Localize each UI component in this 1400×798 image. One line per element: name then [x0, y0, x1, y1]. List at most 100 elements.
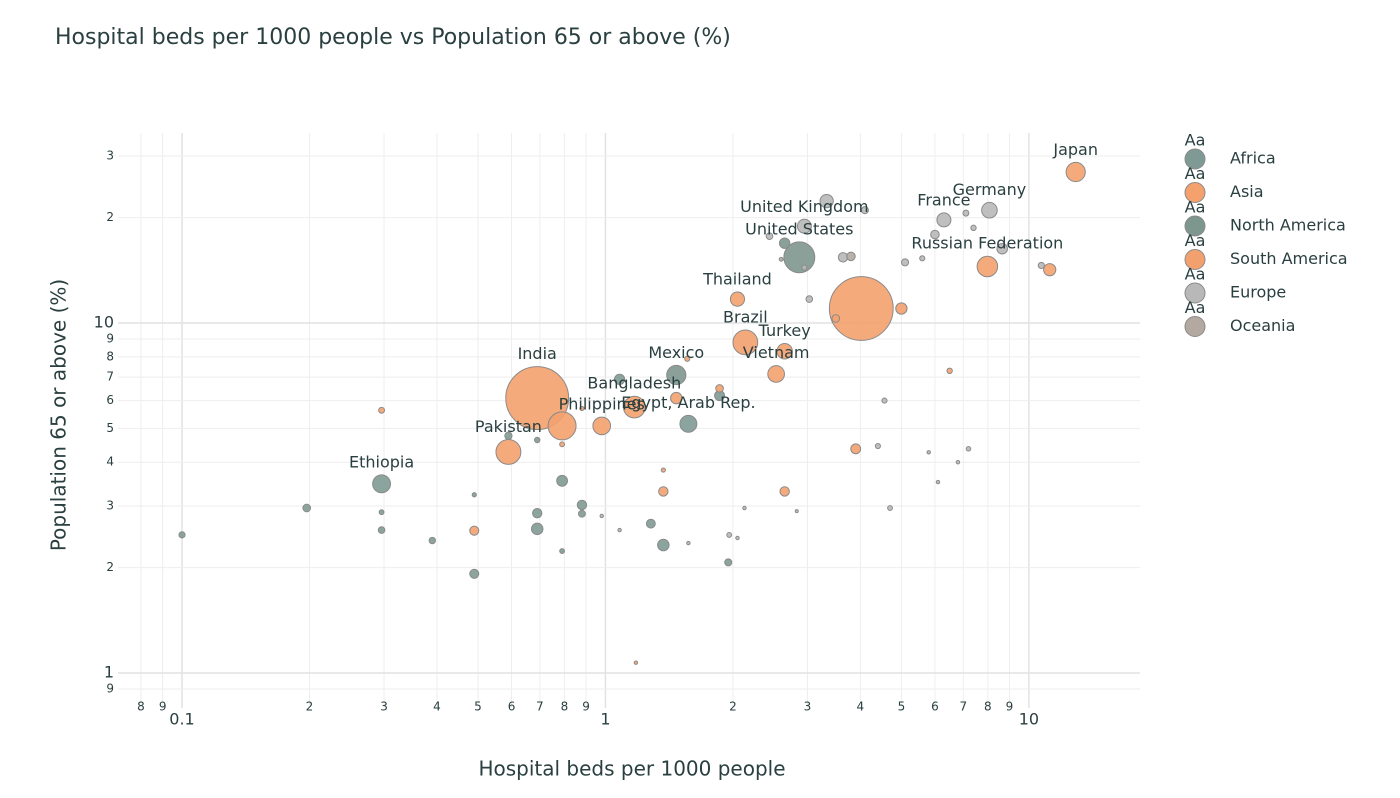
- point-label: Bangladesh: [587, 374, 681, 393]
- chart-title: Hospital beds per 1000 people vs Populat…: [55, 25, 731, 50]
- x-tick-label: 5: [474, 700, 482, 714]
- point-label: Germany: [953, 180, 1027, 199]
- x-tick-label: 1: [600, 710, 610, 729]
- point-label: Egypt, Arab Rep.: [621, 393, 755, 412]
- bubble: [767, 365, 785, 383]
- point-label: Russian Federation: [911, 234, 1063, 253]
- point-label: United Kingdom: [740, 197, 868, 216]
- x-tick-label: 2: [729, 700, 737, 714]
- bubble: [970, 224, 977, 232]
- legend-label: Africa: [1230, 149, 1276, 168]
- legend-sample: Aa: [1185, 298, 1206, 317]
- y-tick-label: 8: [106, 349, 114, 363]
- point-label: Pakistan: [475, 417, 542, 436]
- bubble: [965, 446, 972, 452]
- legend-sample: Aa: [1185, 265, 1206, 284]
- bubble: [850, 443, 862, 455]
- y-tick-label: 3: [106, 498, 114, 512]
- bubble: [801, 264, 808, 271]
- legend-symbol: [1184, 215, 1206, 237]
- legend-sample: Aa: [1185, 131, 1206, 150]
- x-tick-label: 2: [306, 700, 314, 714]
- bubble: [622, 395, 646, 419]
- bubble: [796, 218, 812, 234]
- point-label: Turkey: [758, 321, 811, 340]
- bubble: [778, 256, 784, 262]
- bubble: [372, 474, 392, 494]
- y-tick-label: 9: [106, 681, 114, 695]
- bubble: [887, 505, 893, 511]
- bubble: [846, 251, 856, 262]
- bubble: [657, 538, 670, 552]
- legend-symbol: [1184, 182, 1206, 203]
- bubble: [881, 397, 888, 404]
- bubble: [926, 450, 931, 455]
- x-tick-label: 4: [433, 700, 441, 714]
- x-tick-label: 9: [159, 700, 167, 714]
- bubble: [819, 193, 834, 209]
- bubble: [666, 364, 687, 386]
- legend-symbol: [1184, 249, 1206, 270]
- y-axis-title: Population 65 or above (%): [47, 279, 71, 551]
- bubble: [505, 366, 570, 431]
- point-label: Vietnam: [743, 343, 810, 362]
- y-tick-label: 7: [106, 370, 114, 384]
- bubble: [742, 505, 747, 511]
- bubble: [556, 474, 569, 487]
- bubble: [955, 460, 961, 465]
- bubble: [729, 291, 746, 307]
- bubble: [658, 486, 669, 497]
- legend-symbol: [1184, 148, 1206, 170]
- point-label: Philippines: [559, 395, 645, 414]
- y-tick-label: 9: [106, 331, 114, 345]
- point-label: Japan: [1052, 140, 1098, 159]
- y-tick-label: 6: [106, 393, 114, 407]
- point-label: United States: [745, 219, 853, 238]
- bubble: [715, 384, 724, 393]
- bubble: [559, 441, 566, 448]
- labels: Egypt, Arab Rep. Ethiopia Japan Russian Fed…: [349, 140, 1098, 472]
- bubble: [831, 314, 841, 323]
- marks: [178, 161, 1086, 665]
- bubble: [724, 558, 733, 567]
- x-tick-label: 0.1: [169, 710, 194, 729]
- point-label: Brazil: [723, 308, 768, 327]
- x-tick-label: 5: [898, 700, 906, 714]
- y-tick-label: 1: [104, 662, 114, 681]
- bubble: [684, 355, 691, 362]
- bubble: [613, 373, 626, 386]
- legend-sample: Aa: [1185, 164, 1206, 183]
- bubble: [1043, 263, 1057, 277]
- bubble: [778, 237, 791, 249]
- bubble: [1037, 261, 1045, 270]
- bubble: [592, 416, 612, 436]
- bubble: [686, 540, 691, 546]
- bubble: [874, 442, 881, 450]
- legend-label: Europe: [1230, 283, 1286, 302]
- bubble: [679, 414, 698, 433]
- bubble: [935, 479, 941, 485]
- bubble: [532, 508, 543, 519]
- bubble: [1065, 161, 1086, 183]
- bubble: [919, 255, 926, 262]
- bubble: [735, 535, 740, 541]
- bubble: [534, 436, 541, 444]
- legend-label: North America: [1230, 216, 1346, 235]
- legend-sample: Aa: [1185, 231, 1206, 250]
- x-tick-label: 6: [508, 700, 516, 714]
- bubble: [732, 329, 759, 356]
- point-label: Thailand: [702, 270, 772, 289]
- legend-symbol: [1184, 316, 1206, 337]
- bubble: [930, 229, 940, 240]
- x-tick-label: 8: [561, 700, 569, 714]
- y-tick-label: 2: [106, 560, 114, 574]
- x-tick-label: 8: [984, 700, 992, 714]
- bubble: [670, 391, 683, 405]
- x-tick-label: 10: [1019, 710, 1039, 729]
- bubble: [946, 367, 953, 375]
- bubble: [547, 411, 577, 441]
- bubble: [765, 232, 774, 241]
- bubble: [901, 258, 910, 267]
- bubble: [895, 302, 908, 315]
